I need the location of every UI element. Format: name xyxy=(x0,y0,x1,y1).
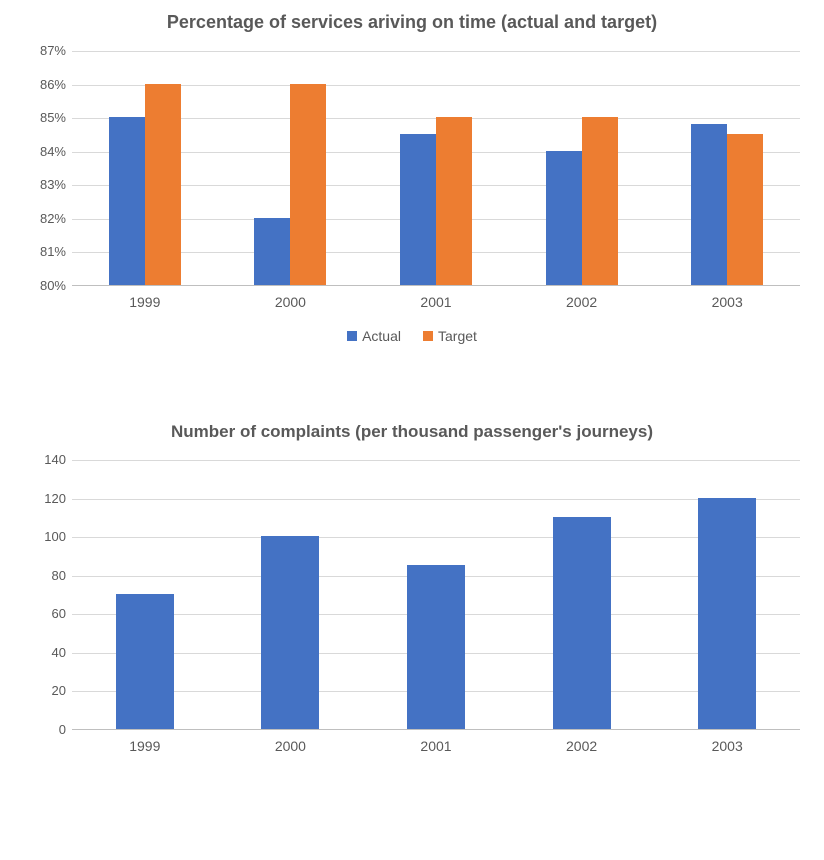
chart2-plot-area xyxy=(72,460,800,730)
bar-group xyxy=(254,51,326,285)
legend-label: Actual xyxy=(362,328,401,344)
chart1-x-axis: 19992000200120022003 xyxy=(72,294,800,310)
bar-group xyxy=(691,51,763,285)
bar xyxy=(691,124,727,285)
on-time-services-chart: Percentage of services ariving on time (… xyxy=(24,12,800,344)
x-tick-label: 1999 xyxy=(72,738,218,754)
x-tick-label: 2000 xyxy=(218,738,364,754)
chart2-y-axis: 140120100806040200 xyxy=(24,460,72,730)
chart1-title: Percentage of services ariving on time (… xyxy=(24,12,800,33)
bar-group xyxy=(553,460,611,729)
bar-group xyxy=(109,51,181,285)
x-tick-label: 2003 xyxy=(654,294,800,310)
bar-group xyxy=(407,460,465,729)
bar xyxy=(546,151,582,285)
bar-groups xyxy=(72,460,800,729)
charts-spacer xyxy=(24,344,800,422)
legend-item: Actual xyxy=(347,328,401,344)
bar-group xyxy=(546,51,618,285)
bar-group xyxy=(261,460,319,729)
complaints-chart: Number of complaints (per thousand passe… xyxy=(24,422,800,754)
x-tick-label: 2000 xyxy=(218,294,364,310)
x-tick-label: 2003 xyxy=(654,738,800,754)
chart2-x-axis: 19992000200120022003 xyxy=(72,738,800,754)
bar xyxy=(254,218,290,285)
chart2-title: Number of complaints (per thousand passe… xyxy=(24,422,800,442)
bar-group xyxy=(116,460,174,729)
bar xyxy=(290,84,326,285)
legend-label: Target xyxy=(438,328,477,344)
chart1-y-axis: 87%86%85%84%83%82%81%80% xyxy=(24,51,72,286)
x-tick-label: 1999 xyxy=(72,294,218,310)
x-tick-label: 2002 xyxy=(509,294,655,310)
legend-swatch xyxy=(347,331,357,341)
bar xyxy=(727,134,763,285)
bar xyxy=(109,117,145,285)
legend-swatch xyxy=(423,331,433,341)
bar xyxy=(582,117,618,285)
bar-groups xyxy=(72,51,800,285)
bar-group xyxy=(400,51,472,285)
x-tick-label: 2001 xyxy=(363,294,509,310)
bar xyxy=(400,134,436,285)
x-tick-label: 2001 xyxy=(363,738,509,754)
bar-group xyxy=(698,460,756,729)
bar xyxy=(436,117,472,285)
legend-item: Target xyxy=(423,328,477,344)
chart1-plot-area xyxy=(72,51,800,286)
bar xyxy=(145,84,181,285)
x-tick-label: 2002 xyxy=(509,738,655,754)
bar xyxy=(698,498,756,729)
bar xyxy=(261,536,319,729)
chart1-legend: Actual Target xyxy=(24,328,800,344)
bar xyxy=(407,565,465,729)
bar xyxy=(116,594,174,729)
bar xyxy=(553,517,611,729)
